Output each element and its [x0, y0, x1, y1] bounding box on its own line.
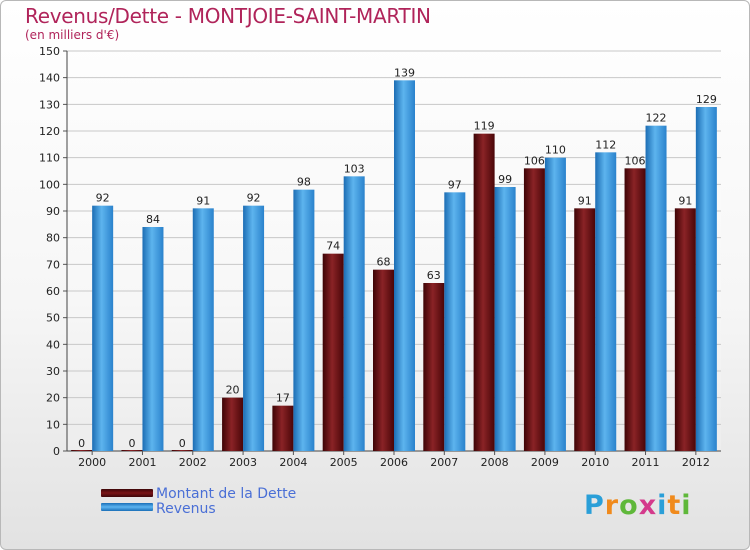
data-label-dette: 63 — [427, 269, 441, 282]
data-label-dette: 0 — [179, 437, 186, 450]
data-label-revenus: 122 — [646, 112, 667, 125]
x-tick-label: 2004 — [279, 456, 307, 469]
proxiti-logo: Proxiti — [584, 490, 692, 521]
logo-letter: o — [619, 490, 639, 521]
bar-revenus — [595, 152, 617, 452]
bar-dette — [222, 397, 244, 451]
bar-revenus — [444, 192, 466, 452]
bar-revenus — [192, 208, 214, 451]
chart-subtitle: (en milliers d'€) — [25, 28, 120, 42]
legend-label-revenus: Revenus — [156, 501, 216, 517]
bar-revenus — [343, 176, 365, 452]
bar-dette — [71, 450, 93, 451]
data-label-dette: 68 — [377, 256, 391, 269]
bar-dette — [121, 450, 143, 451]
x-tick-label: 2006 — [380, 456, 408, 469]
data-label-dette: 0 — [78, 437, 85, 450]
logo-letter: x — [638, 490, 658, 521]
data-label-revenus: 84 — [146, 213, 160, 226]
legend-swatch-revenus — [101, 503, 153, 511]
bar-dette — [322, 253, 344, 451]
data-label-revenus: 103 — [344, 162, 365, 175]
y-tick-label: 0 — [53, 445, 60, 458]
x-tick-label: 2003 — [229, 456, 257, 469]
data-label-dette: 17 — [276, 392, 290, 405]
logo-letter: t — [667, 490, 682, 521]
bar-dette — [674, 208, 696, 451]
x-tick-label: 2010 — [581, 456, 609, 469]
data-label-revenus: 99 — [498, 173, 512, 186]
data-label-dette: 0 — [128, 437, 135, 450]
data-label-revenus: 98 — [297, 176, 311, 189]
bar-dette — [574, 208, 596, 451]
y-tick-label: 110 — [39, 152, 60, 165]
y-tick-label: 130 — [39, 98, 60, 111]
bar-revenus — [695, 107, 717, 451]
bar-revenus — [293, 189, 315, 451]
bar-revenus — [142, 227, 164, 451]
data-label-dette: 106 — [524, 154, 545, 167]
legend-swatch-dette — [101, 489, 153, 497]
data-label-dette: 119 — [474, 120, 495, 133]
bar-revenus — [243, 205, 265, 451]
logo-letter: i — [681, 490, 692, 521]
data-label-dette: 106 — [625, 154, 646, 167]
y-tick-label: 70 — [46, 258, 60, 271]
data-label-revenus: 91 — [196, 194, 210, 207]
y-tick-label: 150 — [39, 45, 60, 58]
y-tick-label: 30 — [46, 365, 60, 378]
y-tick-label: 40 — [46, 338, 60, 351]
y-tick-label: 90 — [46, 205, 60, 218]
x-tick-label: 2005 — [330, 456, 358, 469]
data-label-revenus: 92 — [96, 192, 110, 205]
legend-label-dette: Montant de la Dette — [156, 486, 297, 502]
x-tick-label: 2002 — [179, 456, 207, 469]
x-tick-label: 2008 — [481, 456, 509, 469]
data-label-revenus: 139 — [394, 66, 415, 79]
y-tick-label: 10 — [46, 418, 60, 431]
data-label-dette: 91 — [678, 194, 692, 207]
data-label-revenus: 92 — [247, 192, 261, 205]
data-label-revenus: 110 — [545, 144, 566, 157]
y-tick-label: 100 — [39, 178, 60, 191]
x-tick-label: 2001 — [128, 456, 156, 469]
bar-revenus — [544, 157, 566, 451]
data-label-dette: 91 — [578, 194, 592, 207]
bar-revenus — [494, 187, 516, 451]
y-tick-label: 60 — [46, 285, 60, 298]
y-tick-label: 80 — [46, 232, 60, 245]
x-tick-label: 2009 — [531, 456, 559, 469]
x-tick-label: 2011 — [632, 456, 660, 469]
y-tick-label: 20 — [46, 392, 60, 405]
bar-dette — [171, 450, 193, 451]
bar-dette — [373, 269, 394, 451]
y-tick-label: 50 — [46, 312, 60, 325]
y-tick-label: 120 — [39, 125, 60, 138]
chart-title: Revenus/Dette - MONTJOIE-SAINT-MARTIN — [25, 4, 431, 28]
bar-dette — [523, 168, 545, 452]
data-label-revenus: 112 — [595, 138, 616, 151]
bar-revenus — [92, 205, 114, 451]
x-tick-label: 2012 — [682, 456, 710, 469]
logo-letter: r — [604, 490, 620, 521]
bar-revenus — [645, 125, 667, 452]
data-label-revenus: 97 — [448, 178, 462, 191]
bar-revenus — [394, 80, 415, 451]
logo-letter: i — [657, 490, 668, 521]
x-tick-label: 2007 — [430, 456, 458, 469]
data-label-dette: 20 — [226, 384, 240, 397]
bar-dette — [624, 168, 646, 452]
y-tick-label: 140 — [39, 72, 60, 85]
data-label-revenus: 129 — [696, 93, 717, 106]
data-label-dette: 74 — [326, 240, 340, 253]
bar-dette — [473, 133, 495, 451]
bar-dette — [423, 283, 445, 451]
x-tick-label: 2000 — [78, 456, 106, 469]
bar-dette — [272, 405, 294, 451]
logo-letter: P — [584, 490, 605, 521]
